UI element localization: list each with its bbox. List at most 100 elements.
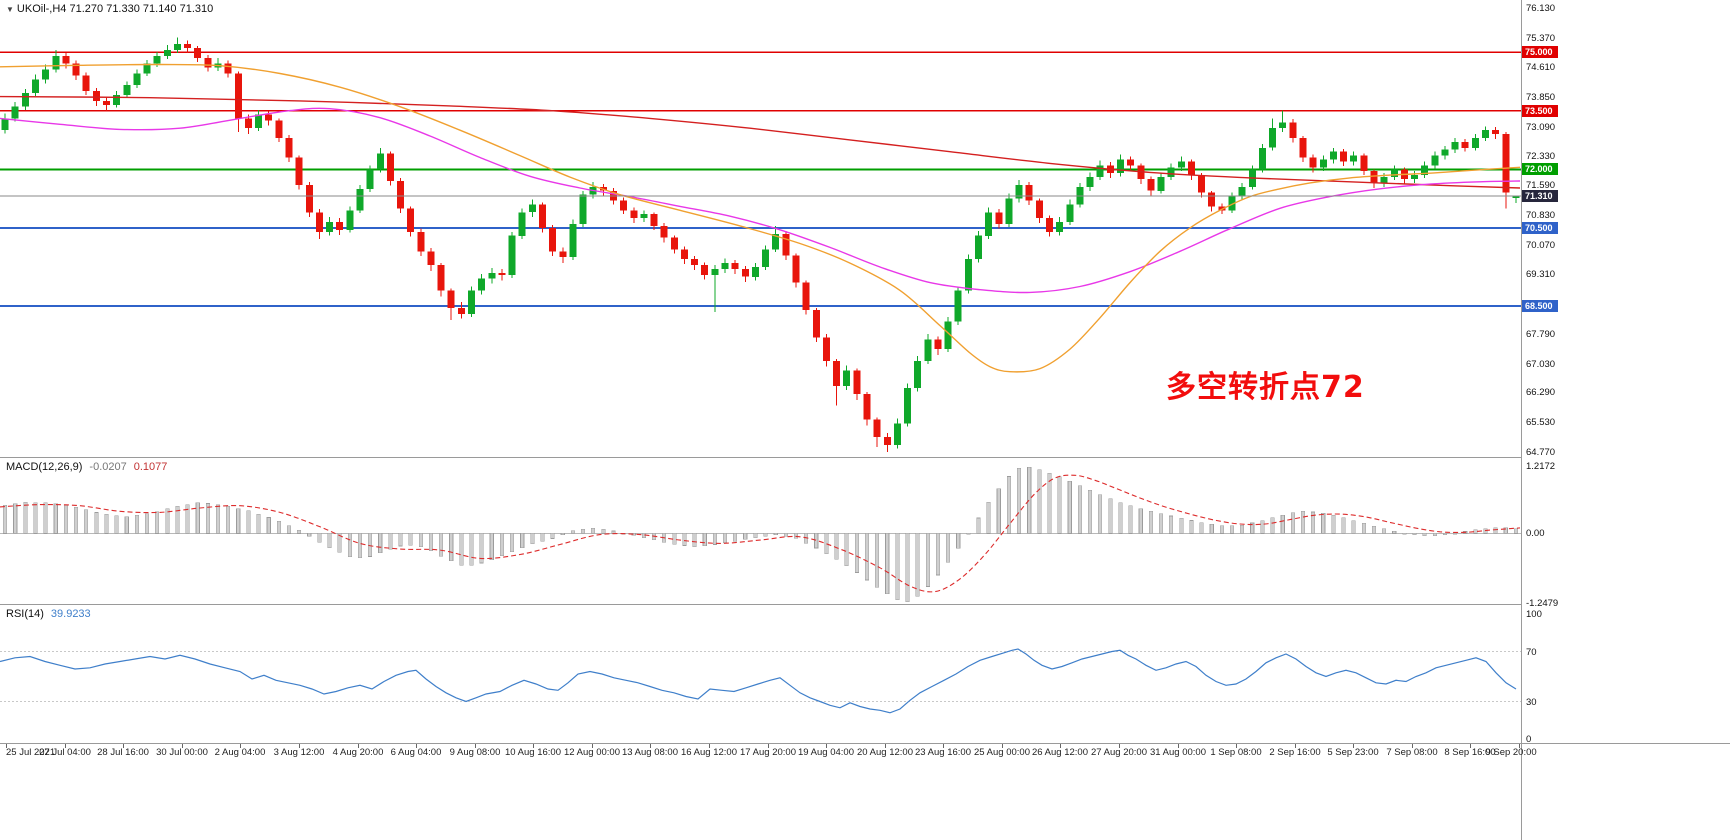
rsi-panel[interactable]: RSI(14) 39.9233 [0,605,1521,743]
price-axis-tick: 66.290 [1526,387,1556,399]
time-axis-tick [1470,744,1471,748]
date-axis-label: 16 Aug 12:00 [681,747,737,758]
time-axis-tick [885,744,886,748]
chart-annotation: 多空转折点72 [1166,370,1365,405]
time-axis-tick [299,744,300,748]
date-axis-label: 2 Sep 16:00 [1269,747,1321,758]
date-axis-label: 4 Aug 20:00 [332,747,384,758]
rsi-axis-tick: 0 [1526,734,1532,745]
date-axis-label: 23 Aug 16:00 [915,747,971,758]
date-axis-label: 28 Jul 16:00 [97,747,149,758]
symbol-period-label: UKOil-,H4 [16,3,67,15]
price-axis-tick: 74.610 [1526,62,1556,74]
time-axis-tick [1119,744,1120,748]
ohlc-quote-text: 71.270 71.330 71.140 71.310 [69,3,214,15]
macd-axis-tick: 1.2172 [1526,461,1556,472]
time-axis-tick [416,744,417,748]
time-axis-tick [826,744,827,748]
price-level-tag: 73.500 [1522,104,1558,117]
time-axis-tick [182,744,183,748]
macd-axis-tick: 0.00 [1526,528,1545,540]
time-axis-tick [592,744,593,748]
time-axis-tick [358,744,359,748]
macd-signal-line [0,474,1521,593]
price-axis-tick: 67.030 [1526,358,1556,370]
price-axis-tick: 71.590 [1526,180,1556,192]
rsi-axis-tick: 30 [1526,696,1537,708]
date-axis-label: 17 Aug 20:00 [740,747,796,758]
time-axis-tick [1295,744,1296,748]
date-axis-label: 31 Aug 00:00 [1150,747,1206,758]
value-axis[interactable]: 75.000 73.500 72.000 70.500 68.500 71.310 76.1… [1521,0,1730,840]
macd-rsi-separator [0,604,1521,605]
rsi-axis-tick: 100 [1526,609,1542,620]
date-axis-label: 20 Aug 12:00 [857,747,913,758]
time-axis-tick [1519,744,1520,748]
time-axis-tick [709,744,710,748]
time-axis-tick [943,744,944,748]
price-axis-tick: 73.090 [1526,121,1556,133]
chart-title: ▼ UKOil-,H4 71.270 71.330 71.140 71.310 [6,3,213,15]
price-level-tag: 68.500 [1522,300,1558,313]
date-axis-label: 27 Aug 20:00 [1091,747,1147,758]
time-axis-tick [1002,744,1003,748]
price-axis-tick: 75.370 [1526,32,1556,44]
time-axis-tick [1178,744,1179,748]
time-axis-tick [650,744,651,748]
date-axis-label: 5 Sep 23:00 [1327,747,1379,758]
date-axis-label: 8 Sep 16:00 [1444,747,1496,758]
rsi-value: 39.9233 [50,608,91,620]
macd-indicator-name: MACD(12,26,9) [6,461,83,473]
date-axis-label: 25 Jul 2021 [6,747,56,758]
rsi-line [0,648,1517,714]
rsi-label: RSI(14) 39.9233 [6,608,91,620]
price-axis-tick: 70.070 [1526,239,1556,251]
time-axis-tick [6,744,7,748]
time-axis-tick [1353,744,1354,748]
symbol-marker-icon: ▼ [6,5,14,14]
date-axis-label: 9 Sep 20:00 [1485,747,1537,758]
date-axis-label: 1 Sep 08:00 [1210,747,1262,758]
macd-histogram-layer [2,467,1518,603]
support-resistance-lines [0,51,1521,308]
price-macd-separator [0,457,1521,458]
date-axis-label: 13 Aug 08:00 [622,747,678,758]
price-level-tag: 70.500 [1522,221,1558,234]
time-axis-tick [1236,744,1237,748]
current-bid-tag: 71.310 [1522,190,1558,203]
rsi-chart-svg[interactable] [0,605,1521,743]
price-axis-tick: 69.310 [1526,269,1556,281]
date-axis-label: 9 Aug 08:00 [449,747,501,758]
time-axis-tick [65,744,66,748]
ma-slow-red [0,95,1521,189]
time-axis[interactable]: 25 Jul 2021 27 Jul 04:00 28 Jul 16:00 30 Ju… [0,743,1730,764]
time-axis-tick [1412,744,1413,748]
price-axis-tick: 73.850 [1526,91,1556,103]
date-axis-label: 6 Aug 04:00 [390,747,442,758]
date-axis-label: 2 Aug 04:00 [214,747,266,758]
price-axis-tick: 70.830 [1526,209,1556,221]
ma-medium-magenta [0,107,1521,294]
date-axis-label: 7 Sep 08:00 [1386,747,1438,758]
date-axis-label: 27 Jul 04:00 [39,747,91,758]
price-axis-tick: 64.770 [1526,446,1556,458]
price-chart-svg[interactable] [0,0,1521,457]
macd-chart-svg[interactable] [0,458,1521,604]
time-axis-tick [768,744,769,748]
macd-panel[interactable]: MACD(12,26,9) -0.0207 0.1077 [0,458,1521,604]
rsi-axis-tick: 70 [1526,646,1537,658]
price-panel[interactable]: ▼ UKOil-,H4 71.270 71.330 71.140 71.310 多… [0,0,1521,457]
macd-main-value: -0.0207 [89,461,127,473]
price-level-tag: 72.000 [1522,163,1558,176]
date-axis-label: 19 Aug 04:00 [798,747,854,758]
price-axis-tick: 76.130 [1526,2,1556,14]
macd-label: MACD(12,26,9) -0.0207 0.1077 [6,461,167,473]
price-axis-tick: 65.530 [1526,417,1556,429]
candles-layer [1,37,1520,452]
ma-fast-orange [0,63,1521,373]
time-axis-tick [475,744,476,748]
date-axis-label: 30 Jul 00:00 [156,747,208,758]
macd-signal-value: 0.1077 [133,461,168,473]
time-axis-tick [240,744,241,748]
